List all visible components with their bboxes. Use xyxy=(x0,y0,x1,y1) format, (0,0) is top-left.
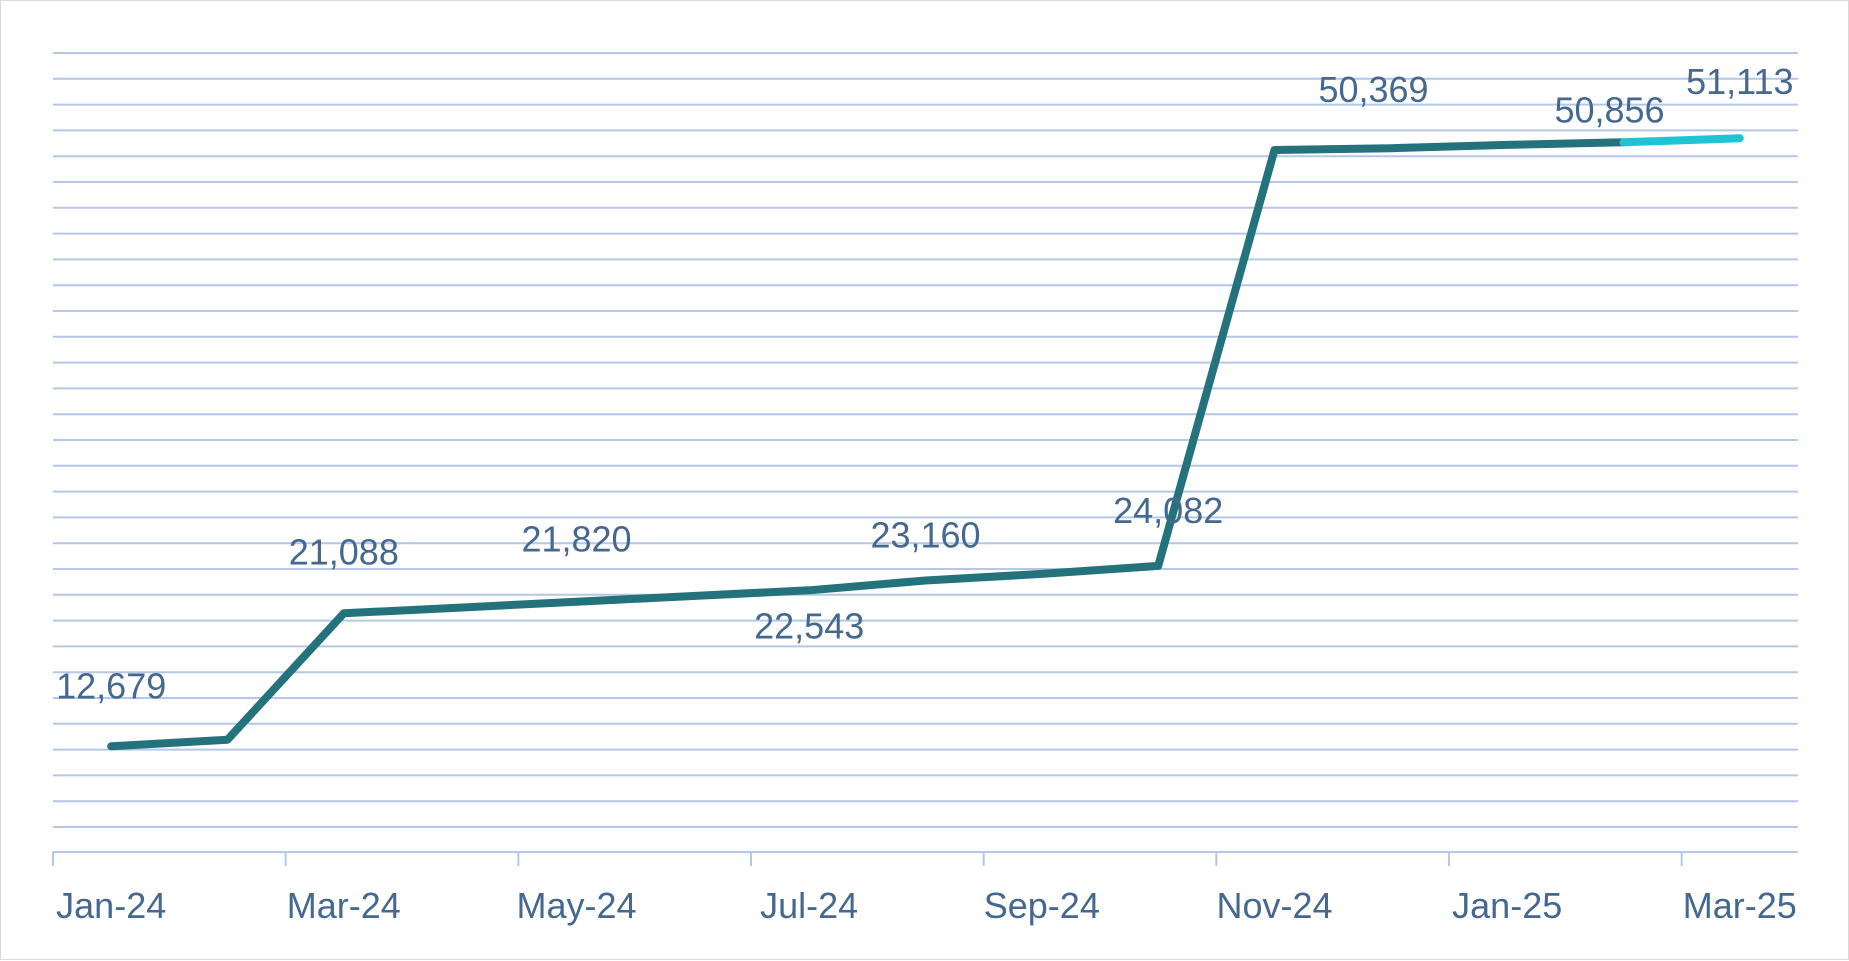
x-tick-label: Jan-24 xyxy=(56,885,166,926)
x-tick-label: Jul-24 xyxy=(760,885,858,926)
series-line xyxy=(111,138,1740,746)
data-label: 24,082 xyxy=(1113,490,1223,531)
x-tick-label: Mar-24 xyxy=(287,885,401,926)
data-label: 21,088 xyxy=(289,531,399,572)
data-label: 51,113 xyxy=(1686,61,1793,102)
series-last-segment xyxy=(1624,138,1740,142)
data-label: 50,856 xyxy=(1554,89,1664,130)
x-tick-label: May-24 xyxy=(516,885,636,926)
data-label: 21,820 xyxy=(521,519,631,560)
x-tick-label: Mar-25 xyxy=(1683,885,1797,926)
data-label: 12,679 xyxy=(56,665,166,706)
data-label: 23,160 xyxy=(870,515,980,556)
x-tick-label: Sep-24 xyxy=(984,885,1100,926)
x-tick-label: Nov-24 xyxy=(1216,885,1332,926)
gridlines xyxy=(53,53,1798,827)
x-axis: Jan-24 Mar-24 May-24 Jul-24 Sep-24 Nov-24 Jan-… xyxy=(53,852,1798,926)
data-label: 50,369 xyxy=(1318,69,1428,110)
data-label: 22,543 xyxy=(754,605,864,646)
x-tick-label: Jan-25 xyxy=(1452,885,1562,926)
data-labels: 12,679 21,088 21,820 22,543 23,160 24,082 50,3… xyxy=(56,61,1793,706)
